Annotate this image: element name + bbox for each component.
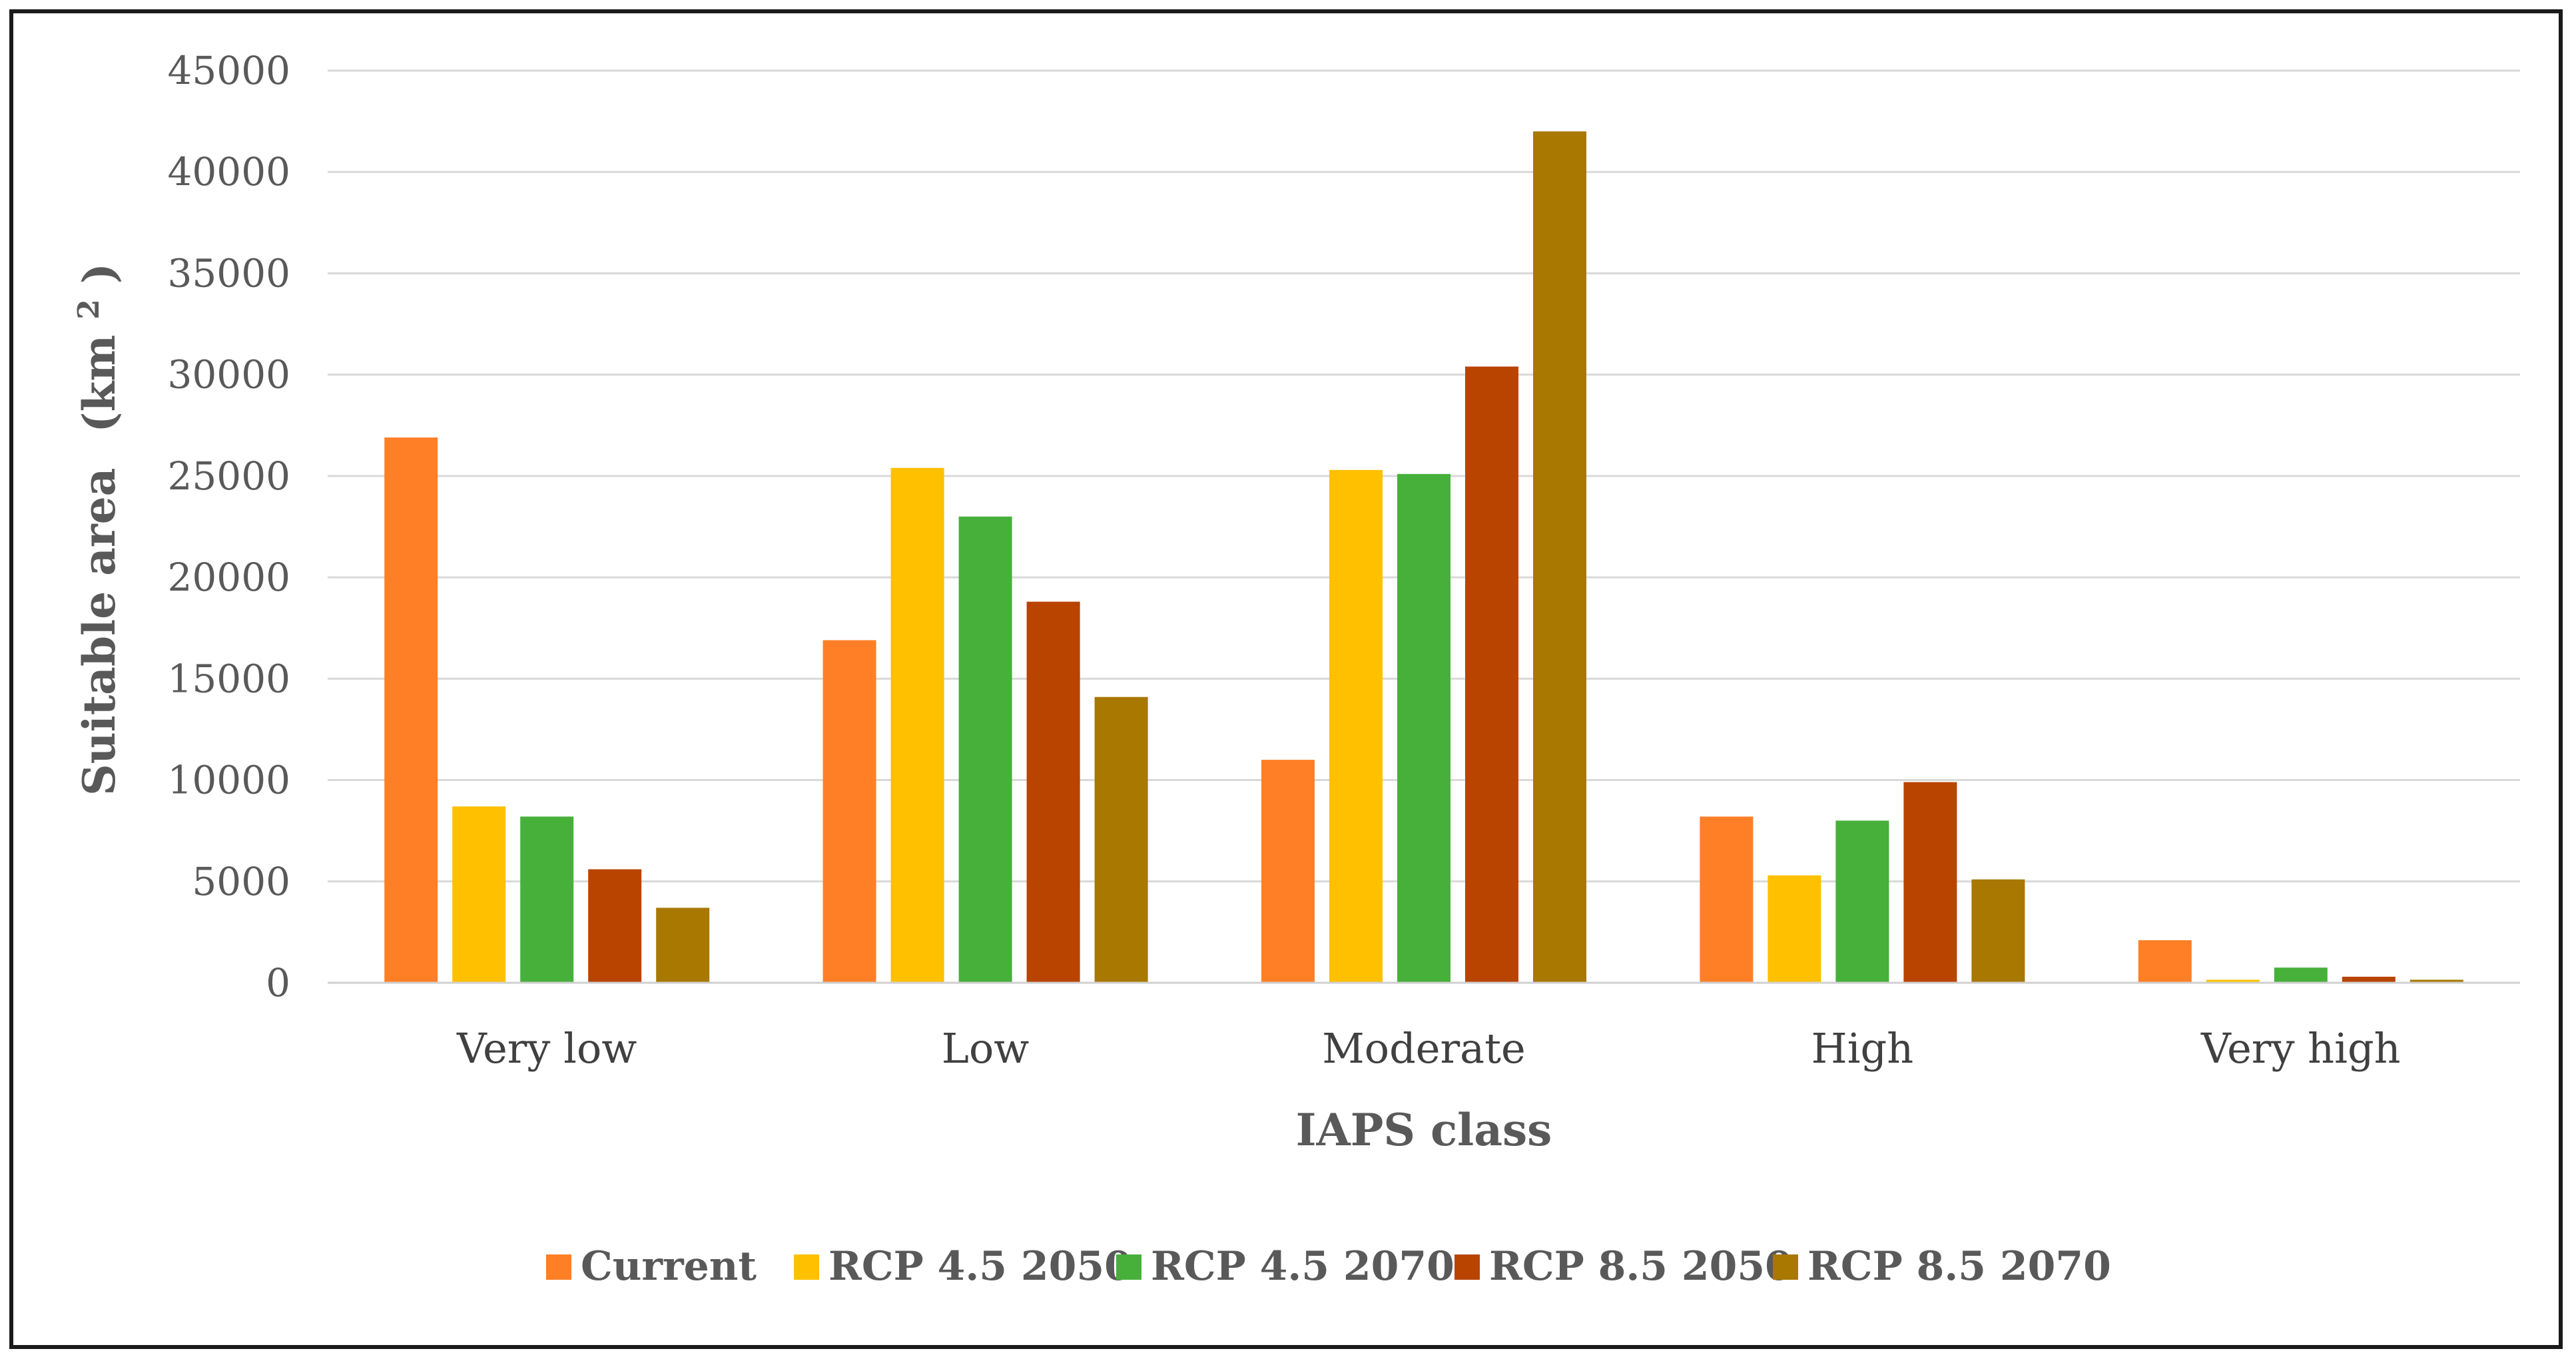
bar-rcp-8-5-2070-very-high	[2410, 979, 2463, 983]
bar-rcp-4-5-2070-very-high	[2274, 967, 2328, 983]
y-tick-label: 10000	[167, 758, 290, 803]
y-tick-label: 5000	[192, 859, 290, 904]
bar-rcp-8-5-2070-high	[1971, 879, 2025, 983]
bar-rcp-4-5-2070-high	[1835, 820, 1889, 983]
bar-rcp-4-5-2050-moderate	[1329, 469, 1383, 983]
bar-rcp-8-5-2050-low	[1026, 601, 1080, 983]
x-category-label: Very high	[2200, 1024, 2401, 1073]
legend-swatch	[546, 1254, 571, 1280]
legend-swatch	[1773, 1254, 1798, 1280]
y-axis-title-unit-sup: 2	[72, 299, 106, 320]
legend-label: RCP 4.5 2050	[828, 1243, 1132, 1290]
bar-rcp-8-5-2050-moderate	[1465, 366, 1518, 983]
bar-rcp-4-5-2050-high	[1768, 875, 1821, 983]
legend: Current RCP 4.5 2050 RCP 4.5 2070 RCP 8.5 2…	[546, 1243, 2111, 1290]
bar-rcp-4-5-2050-low	[890, 467, 944, 983]
x-category-label: Moderate	[1322, 1024, 1525, 1073]
bar-current-low	[822, 640, 876, 983]
bar-rcp-8-5-2070-very-low	[656, 908, 710, 983]
bar-current-very-high	[2138, 940, 2192, 983]
bar-rcp-8-5-2070-moderate	[1533, 131, 1586, 983]
x-axis-title: IAPS class	[1296, 1104, 1552, 1156]
bar-rcp-8-5-2070-low	[1094, 696, 1148, 983]
y-tick-label: 35000	[167, 250, 290, 296]
x-category-label: High	[1811, 1024, 1914, 1073]
y-tick-label: 0	[266, 960, 290, 1005]
y-tick-label: 25000	[167, 453, 290, 499]
bar-current-very-low	[384, 437, 438, 983]
y-axis-title-unit: (km	[73, 335, 125, 433]
bar-rcp-8-5-2050-very-high	[2342, 976, 2396, 983]
bar-current-moderate	[1261, 760, 1315, 983]
y-tick-label: 45000	[167, 48, 290, 93]
x-axis-categories: Very low Low Moderate High Very high	[456, 1024, 2401, 1073]
legend-swatch	[794, 1254, 819, 1280]
bars	[384, 131, 2463, 983]
y-axis-title: Suitable area (km 2 )	[57, 263, 125, 796]
y-tick-label: 15000	[167, 656, 290, 701]
bar-rcp-8-5-2050-very-low	[588, 869, 642, 983]
y-tick-label: 30000	[167, 352, 290, 398]
bar-rcp-4-5-2070-low	[958, 516, 1012, 983]
bar-rcp-8-5-2050-high	[1903, 782, 1957, 983]
bar-rcp-4-5-2070-moderate	[1397, 473, 1450, 983]
y-tick-label: 20000	[167, 555, 290, 600]
legend-swatch	[1116, 1254, 1141, 1280]
y-axis-ticks: 0 5000 10000 15000 20000 25000 30000 35000 40000…	[167, 48, 290, 1005]
y-tick-label: 40000	[167, 149, 290, 194]
bar-rcp-4-5-2070-very-low	[520, 816, 574, 983]
bar-current-high	[1700, 816, 1754, 983]
legend-label: RCP 8.5 2070	[1807, 1243, 2111, 1290]
legend-label: RCP 4.5 2070	[1151, 1243, 1454, 1290]
legend-label: RCP 8.5 2050	[1489, 1243, 1793, 1290]
x-category-label: Very low	[456, 1024, 637, 1073]
bar-rcp-4-5-2050-very-high	[2206, 979, 2260, 983]
bar-rcp-4-5-2050-very-low	[452, 806, 506, 983]
y-axis-title-unit-close: )	[73, 263, 125, 284]
x-category-label: Low	[942, 1024, 1030, 1073]
legend-label: Current	[581, 1243, 757, 1290]
legend-swatch	[1454, 1254, 1480, 1280]
y-axis-title-text: Suitable area	[73, 468, 125, 796]
gridlines	[328, 69, 2520, 883]
